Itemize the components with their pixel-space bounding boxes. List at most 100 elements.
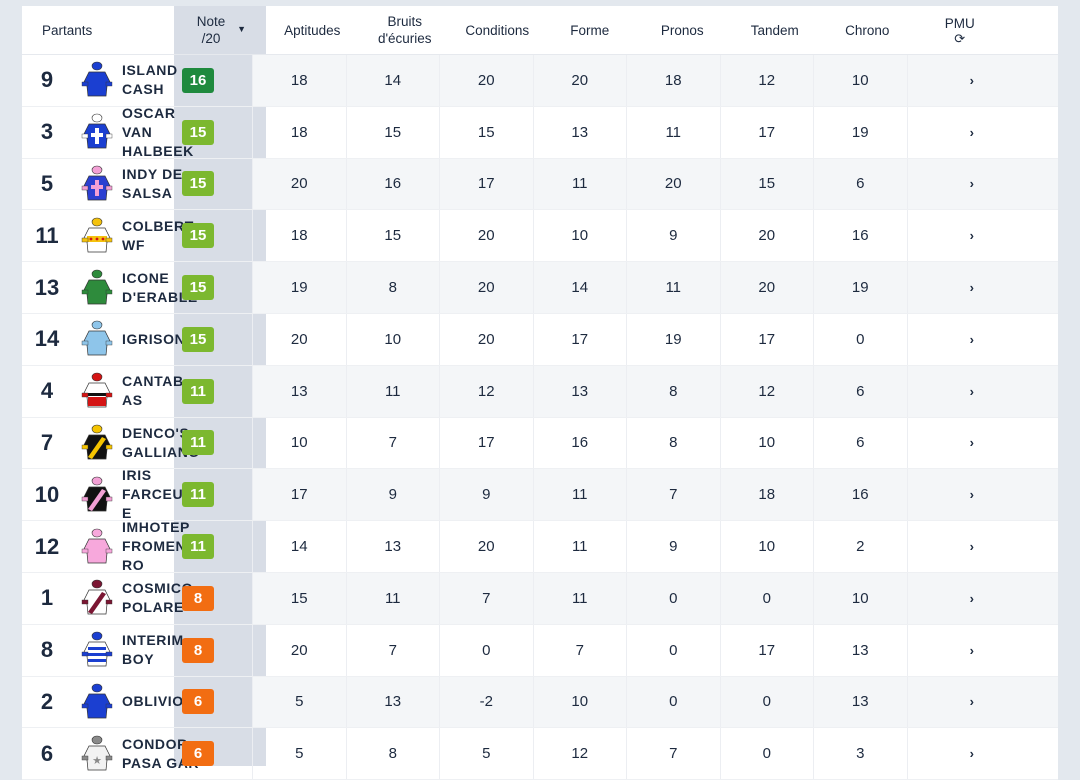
score-cells-bg: 10 7 17 16 8 10 6 › xyxy=(252,417,1058,469)
runner-name[interactable]: ISLAND CASH xyxy=(122,62,178,98)
runner-name[interactable]: OBLIVION xyxy=(122,693,195,710)
runner-name[interactable]: CANTAB AS xyxy=(122,373,184,409)
header-note[interactable]: Note /20 ▼ xyxy=(174,13,266,47)
score-cells: 14 13 20 11 9 10 2 › xyxy=(252,521,1058,572)
runner-name[interactable]: IMHOTEP FROMENTRO xyxy=(122,519,196,574)
runner-name[interactable]: COSMICO POLARE xyxy=(122,580,194,616)
pmu-chevron-icon[interactable]: › xyxy=(906,313,1000,365)
header-pronos[interactable]: Pronos xyxy=(636,22,729,39)
pmu-chevron-icon[interactable]: › xyxy=(906,158,1000,210)
header-pmu[interactable]: PMU ⟳ xyxy=(914,15,1007,46)
score-cell: 20 xyxy=(252,158,346,210)
header-forme[interactable]: Forme xyxy=(544,22,637,39)
header-bruits[interactable]: Bruits d'écuries xyxy=(359,13,452,47)
table-body: 9 ISLAND CASH 16 18 14 20 20 18 12 10 › 3 OSCA… xyxy=(22,55,1058,780)
table-row[interactable]: 12 IMHOTEP FROMENTRO 11 14 13 20 11 9 10 2 › xyxy=(22,519,1058,574)
runner-name[interactable]: IGRISONI xyxy=(122,330,190,347)
runner-number: 8 xyxy=(40,637,54,663)
score-cell: 8 xyxy=(626,417,720,469)
score-cells-bg: 14 13 20 11 9 10 2 › xyxy=(252,521,1058,572)
runner-name[interactable]: INDY DE SALSA xyxy=(122,165,183,201)
score-cells-bg: 18 14 20 20 18 12 10 › xyxy=(252,55,1058,106)
score-cell: 20 xyxy=(252,624,346,676)
score-cell: 7 xyxy=(439,572,533,624)
score-cell: 19 xyxy=(252,262,346,313)
score-cell: 16 xyxy=(532,417,627,469)
note-cell: 15 xyxy=(148,223,244,249)
score-cell: 17 xyxy=(252,469,346,521)
note-cell: 15 xyxy=(148,119,244,145)
table-row[interactable]: 2 OBLIVION 6 5 13 -2 10 0 0 13 › xyxy=(22,676,1058,729)
score-cell: 7 xyxy=(626,728,720,780)
header-tandem[interactable]: Tandem xyxy=(729,22,822,39)
runner-number: 11 xyxy=(35,222,59,248)
score-cell: 9 xyxy=(345,469,440,521)
score-cell: 17 xyxy=(439,158,533,210)
table-row[interactable]: 14 IGRISONI 15 20 10 20 17 19 17 0 › xyxy=(22,313,1058,366)
table-row[interactable]: 11 COLBERT WF 15 18 15 20 10 9 20 16 › xyxy=(22,210,1058,263)
runner-name[interactable]: OSCAR VAN HALBEEK xyxy=(122,104,194,159)
note-cell: 6 xyxy=(148,689,244,715)
pmu-chevron-icon[interactable]: › xyxy=(906,572,1000,624)
score-cell: 13 xyxy=(532,365,627,417)
score-cell: 14 xyxy=(345,55,440,106)
runner-name[interactable]: DENCO'S GALLIANO xyxy=(122,424,200,460)
score-cell: 9 xyxy=(626,521,720,572)
score-cells: 19 8 20 14 11 20 19 › xyxy=(252,262,1058,313)
score-cell: 20 xyxy=(439,210,533,262)
score-cell: 10 xyxy=(813,55,907,106)
pmu-chevron-icon[interactable]: › xyxy=(906,106,1000,158)
score-cell: 16 xyxy=(345,158,440,210)
note-cell: 15 xyxy=(148,171,244,197)
pmu-chevron-icon[interactable]: › xyxy=(906,55,1000,106)
runner-name[interactable]: IRIS FARCEUSE xyxy=(122,467,194,522)
score-cell: 0 xyxy=(813,313,907,365)
note-badge: 11 xyxy=(182,534,214,560)
pmu-chevron-icon[interactable]: › xyxy=(906,676,1000,728)
score-cell: 0 xyxy=(626,572,720,624)
runner-name[interactable]: ICONE D'ERABLE xyxy=(122,269,198,305)
pmu-chevron-icon[interactable]: › xyxy=(906,365,1000,417)
header-note-label: Note xyxy=(196,14,226,29)
caret-down-icon[interactable]: ▼ xyxy=(237,24,246,34)
table-row[interactable]: 7 DENCO'S GALLIANO 11 10 7 17 16 8 10 6 › xyxy=(22,417,1058,470)
table-row[interactable]: 4 CANTAB AS 11 13 11 12 13 8 12 6 › xyxy=(22,365,1058,418)
refresh-icon[interactable]: ⟳ xyxy=(954,30,966,46)
runner-name[interactable]: COLBERT WF xyxy=(122,217,194,253)
svg-text:★: ★ xyxy=(92,754,102,767)
pmu-chevron-icon[interactable]: › xyxy=(906,521,1000,572)
pmu-chevron-icon[interactable]: › xyxy=(906,210,1000,262)
score-cell: 17 xyxy=(719,106,814,158)
table-row[interactable]: 5 INDY DE SALSA 15 20 16 17 11 20 15 6 › xyxy=(22,158,1058,211)
table-row[interactable]: 13 ICONE D'ERABLE 15 19 8 20 14 11 20 19 › xyxy=(22,262,1058,314)
pmu-chevron-icon[interactable]: › xyxy=(906,624,1000,676)
score-cell: 0 xyxy=(719,728,814,780)
score-cell: 13 xyxy=(252,365,346,417)
pmu-chevron-icon[interactable]: › xyxy=(906,417,1000,469)
table-row[interactable]: 9 ISLAND CASH 16 18 14 20 20 18 12 10 › xyxy=(22,55,1058,107)
score-cell: 10 xyxy=(719,417,814,469)
table-row[interactable]: 10 IRIS FARCEUSE 11 17 9 9 11 7 18 16 › xyxy=(22,467,1058,522)
score-cells: 15 11 7 11 0 0 10 › xyxy=(252,572,1058,624)
score-cell: 18 xyxy=(252,210,346,262)
table-row[interactable]: 6 ★ CONDOR PASA GAR 6 5 8 5 12 7 0 3 › xyxy=(22,728,1058,780)
header-conditions[interactable]: Conditions xyxy=(451,22,544,39)
pmu-chevron-icon[interactable]: › xyxy=(906,262,1000,313)
note-badge: 15 xyxy=(182,171,214,197)
header-col-label: Bruits xyxy=(387,14,422,29)
table-row[interactable]: 1 COSMICO POLARE 8 15 11 7 11 0 0 10 › xyxy=(22,572,1058,625)
runner-name[interactable]: INTERIM BOY xyxy=(122,632,184,668)
table-row[interactable]: 3 OSCAR VAN HALBEEK 15 18 15 15 13 11 17 19 › xyxy=(22,104,1058,159)
pmu-chevron-icon[interactable]: › xyxy=(906,728,1000,780)
score-cell: 15 xyxy=(439,106,533,158)
runners-table: Partants Note /20 ▼ Aptitudes Bruits d'éc… xyxy=(22,6,1058,780)
header-chrono[interactable]: Chrono xyxy=(821,22,914,39)
score-cell: 11 xyxy=(532,521,627,572)
pmu-chevron-icon[interactable]: › xyxy=(906,469,1000,521)
header-aptitudes[interactable]: Aptitudes xyxy=(266,22,359,39)
score-cell: 20 xyxy=(719,262,814,313)
table-row[interactable]: 8 INTERIM BOY 8 20 7 0 7 0 17 13 › xyxy=(22,624,1058,677)
score-cell: -2 xyxy=(439,676,533,728)
score-cell: 6 xyxy=(813,417,907,469)
score-cell: 13 xyxy=(345,676,440,728)
